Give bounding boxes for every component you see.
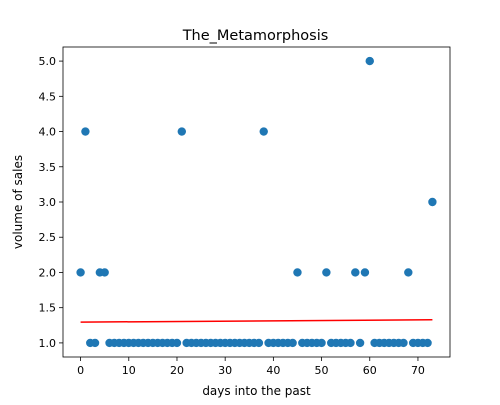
data-point (172, 338, 182, 348)
y-axis-label: volume of sales (11, 155, 25, 249)
y-tick-label: 1.5 (39, 302, 57, 315)
x-axis: 0 10 20 30 40 50 60 70 (77, 357, 425, 377)
plot-area (76, 56, 437, 348)
data-point (351, 268, 360, 277)
data-point (399, 338, 408, 348)
y-tick-label: 5.0 (39, 55, 57, 68)
data-point (254, 338, 264, 348)
y-tick-label: 4.0 (39, 126, 57, 139)
data-point (177, 127, 186, 136)
y-tick-label: 3.5 (39, 161, 57, 174)
data-point (76, 268, 85, 277)
data-point (81, 127, 90, 136)
data-point (360, 268, 370, 277)
x-tick-label: 50 (315, 364, 329, 377)
x-axis-label: days into the past (202, 384, 311, 398)
data-point (365, 56, 374, 66)
y-tick-label: 2.5 (39, 231, 57, 244)
y-axis: 1.0 1.5 2.0 2.5 3.0 3.5 4.0 4.5 5.0 (39, 55, 63, 350)
data-point (322, 268, 331, 277)
y-tick-label: 4.5 (39, 90, 57, 103)
x-tick-label: 40 (266, 364, 280, 377)
x-tick-label: 10 (122, 364, 136, 377)
x-tick-label: 20 (170, 364, 184, 377)
y-tick-label: 1.0 (39, 337, 57, 350)
x-tick-label: 70 (411, 364, 425, 377)
data-point (317, 338, 326, 348)
data-point (428, 197, 437, 207)
data-point (404, 268, 413, 277)
data-point (346, 338, 355, 348)
data-point (355, 338, 365, 348)
y-tick-label: 2.0 (39, 266, 57, 279)
x-tick-label: 30 (218, 364, 232, 377)
plot-frame (62, 46, 451, 358)
data-point (293, 268, 302, 277)
chart-title: The_Metamorphosis (182, 28, 329, 44)
x-tick-label: 0 (77, 364, 84, 377)
trend-line (80, 319, 433, 323)
data-point (288, 338, 297, 348)
x-tick-label: 60 (363, 364, 377, 377)
data-point (259, 127, 268, 136)
data-point (423, 338, 432, 348)
y-tick-label: 3.0 (39, 196, 57, 209)
data-point (100, 268, 109, 277)
data-point (90, 338, 100, 348)
